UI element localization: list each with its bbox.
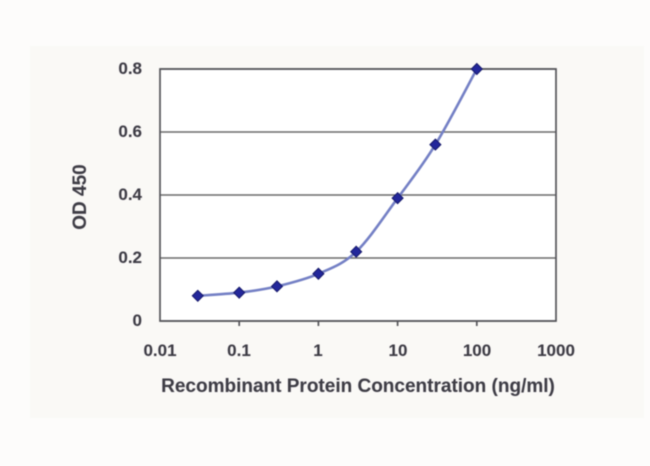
plot-frame bbox=[159, 68, 557, 322]
x-tick-label-100: 100 bbox=[462, 341, 492, 360]
y-axis-title: OD 450 bbox=[70, 164, 91, 230]
y-tick-label-0.6: 0.6 bbox=[118, 122, 142, 141]
y-tick-label-0.4: 0.4 bbox=[118, 185, 142, 204]
y-tick-label-0.2: 0.2 bbox=[118, 248, 142, 267]
x-tick-label-1000: 1000 bbox=[537, 341, 575, 360]
data-point-marker bbox=[191, 289, 204, 303]
data-point-marker bbox=[312, 267, 325, 280]
x-tick-label-0.1: 0.1 bbox=[227, 341, 251, 360]
data-point-marker bbox=[232, 286, 246, 299]
x-tick-label-0.01: 0.01 bbox=[143, 341, 177, 360]
y-tick-label-0.8: 0.8 bbox=[118, 59, 142, 78]
y-tick-label-0: 0 bbox=[132, 311, 142, 330]
x-axis-title: Recombinant Protein Concentration (ng/ml… bbox=[161, 376, 555, 397]
x-tick-label-1: 1 bbox=[313, 341, 323, 360]
data-point-marker bbox=[429, 138, 442, 151]
x-tick-label-10: 10 bbox=[388, 341, 408, 360]
data-point-marker bbox=[391, 191, 404, 205]
data-point-marker bbox=[349, 245, 363, 258]
data-point-marker bbox=[470, 62, 484, 76]
data-point-marker bbox=[270, 280, 284, 293]
